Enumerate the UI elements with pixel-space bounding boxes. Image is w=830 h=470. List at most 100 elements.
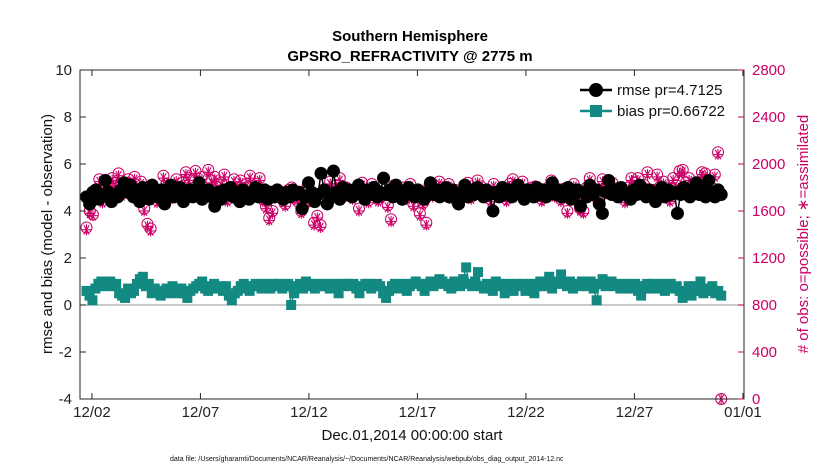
bias-marker xyxy=(354,288,365,299)
x-tick-label: 12/07 xyxy=(182,404,220,421)
plot-frame xyxy=(79,69,745,400)
obs-assimilated-marker xyxy=(81,224,93,236)
bias-marker xyxy=(674,285,685,296)
obs-assimilated-marker xyxy=(667,174,679,186)
obs-assimilated-marker xyxy=(138,205,150,217)
bias-marker xyxy=(137,271,148,282)
legend-rmse-label: rmse pr=4.7125 xyxy=(617,82,722,99)
y-tick-label: 0 xyxy=(64,297,72,314)
chart-title: Southern Hemisphere xyxy=(332,28,488,45)
bias-marker xyxy=(680,288,691,299)
bias-marker xyxy=(446,283,457,294)
y-tick-label: 10 xyxy=(55,62,72,79)
bias-marker xyxy=(128,285,139,296)
bias-marker xyxy=(470,276,481,287)
y-right-tick-label: 400 xyxy=(752,344,777,361)
bias-marker xyxy=(656,278,667,289)
x-axis-label: Dec.01,2014 00:00:00 start xyxy=(322,427,504,444)
bias-marker xyxy=(226,295,237,306)
y-tick-label: -4 xyxy=(59,391,72,408)
bias-marker xyxy=(541,278,552,289)
obs-assimilated-marker xyxy=(244,172,256,184)
obs-assimilated-marker xyxy=(263,214,275,226)
bias-marker xyxy=(461,262,472,273)
obs-assimilated-marker xyxy=(382,201,394,213)
y-right-tick-label: 800 xyxy=(752,297,777,314)
legend-rmse-marker xyxy=(589,83,603,97)
obs-assimilated-marker xyxy=(308,219,320,231)
obs-assimilated-marker xyxy=(315,221,327,233)
x-tick-label: 12/12 xyxy=(290,404,328,421)
bias-marker xyxy=(458,274,469,285)
bias-marker xyxy=(375,281,386,292)
y-right-tick-label: 1600 xyxy=(752,203,785,220)
bias-marker xyxy=(220,281,231,292)
bias-marker xyxy=(330,278,341,289)
rmse-marker xyxy=(574,199,588,213)
legend-bias-label: bias pr=0.66722 xyxy=(617,103,725,120)
rmse-marker xyxy=(314,166,328,180)
x-tick-label: 01/01 xyxy=(724,404,762,421)
bias-marker xyxy=(164,288,175,299)
bias-marker xyxy=(333,288,344,299)
y-tick-label: 2 xyxy=(64,250,72,267)
y-tick-label: 6 xyxy=(64,156,72,173)
bias-marker xyxy=(564,276,575,287)
rmse-marker xyxy=(670,206,684,220)
rmse-marker xyxy=(377,171,391,185)
bias-marker xyxy=(283,278,294,289)
obs-assimilated-marker xyxy=(157,172,169,184)
y-right-tick-label: 0 xyxy=(752,391,760,408)
bias-marker xyxy=(556,269,567,280)
obs-assimilated-marker xyxy=(561,207,573,219)
obs-assimilated-marker xyxy=(651,171,663,183)
rmse-marker xyxy=(714,188,728,202)
bias-marker xyxy=(695,276,706,287)
x-tick-label: 12/17 xyxy=(399,404,437,421)
x-tick-label: 12/27 xyxy=(616,404,654,421)
bias-marker xyxy=(182,292,193,303)
obs-assimilated-marker xyxy=(218,171,230,183)
obs-assimilated-marker xyxy=(202,166,214,178)
bias-marker xyxy=(286,300,297,310)
y-axis-label: rmse and bias (model - observation) xyxy=(39,114,56,354)
bias-marker xyxy=(585,276,596,287)
bias-marker xyxy=(526,278,537,289)
bias-marker xyxy=(686,290,697,301)
x-tick-label: 12/02 xyxy=(73,404,111,421)
bias-marker xyxy=(544,271,555,282)
obs-assimilated-marker xyxy=(677,166,689,178)
bias-marker xyxy=(398,278,409,289)
rmse-marker xyxy=(486,204,500,218)
bias-marker xyxy=(588,283,599,294)
y-tick-label: -2 xyxy=(59,344,72,361)
bias-marker xyxy=(591,295,602,306)
y-right-tick-label: 1200 xyxy=(752,250,785,267)
bias-marker xyxy=(381,292,392,303)
bias-marker xyxy=(529,288,540,299)
obs-assimilated-marker xyxy=(209,173,221,185)
bias-marker xyxy=(298,283,309,294)
obs-assimilated-marker xyxy=(353,205,365,217)
obs-assimilated-marker xyxy=(414,210,426,222)
bias-marker xyxy=(419,285,430,296)
x-tick-label: 12/22 xyxy=(507,404,545,421)
obs-assimilated-marker xyxy=(87,210,99,222)
bias-marker xyxy=(197,276,208,287)
y-tick-label: 4 xyxy=(64,203,72,220)
bias-marker xyxy=(508,285,519,296)
y-right-tick-label: 2000 xyxy=(752,156,785,173)
obs-assimilated-marker xyxy=(145,225,157,237)
obs-assimilated-marker xyxy=(266,207,278,219)
y-right-tick-label: 2800 xyxy=(752,62,785,79)
rmse-marker xyxy=(295,202,309,216)
bias-marker xyxy=(597,274,608,285)
bias-marker xyxy=(473,267,484,278)
bias-marker xyxy=(496,281,507,292)
rmse-marker xyxy=(602,173,616,187)
rmse-marker xyxy=(702,173,716,187)
bias-marker xyxy=(499,288,510,299)
bias-marker xyxy=(143,278,154,289)
legend-bias-marker xyxy=(590,105,602,117)
